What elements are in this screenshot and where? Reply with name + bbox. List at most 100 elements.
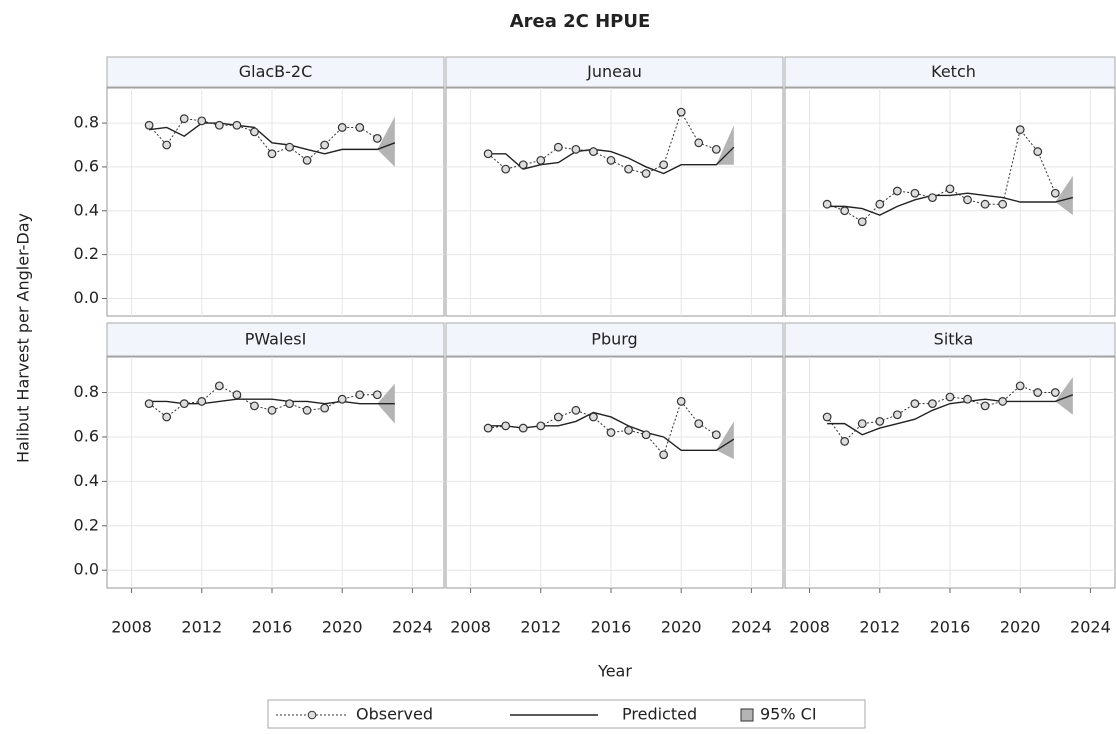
panel-title: PWalesI — [245, 330, 307, 349]
legend-label: 95% CI — [760, 705, 817, 724]
observed-point — [267, 149, 277, 159]
observed-point — [267, 405, 277, 415]
panel-frame — [445, 356, 784, 589]
y-tick-label: 0.0 — [74, 560, 99, 579]
observed-point — [676, 397, 686, 406]
observed-point — [711, 430, 721, 440]
observed-point — [285, 399, 294, 409]
observed-point — [179, 114, 189, 124]
x-tick-label: 2024 — [731, 618, 772, 637]
observed-point — [337, 394, 347, 404]
observed-point — [659, 450, 669, 460]
panel-title: Sitka — [934, 330, 974, 349]
observed-point — [518, 423, 528, 433]
observed-point — [144, 120, 154, 130]
observed-point — [483, 149, 493, 159]
observed-point — [1033, 147, 1043, 156]
observed-point — [214, 120, 224, 130]
y-tick-label: 0.4 — [74, 471, 99, 490]
observed-point — [694, 138, 704, 148]
observed-point — [518, 160, 528, 170]
observed-point — [910, 188, 920, 198]
observed-point — [822, 199, 832, 209]
y-tick-label: 0.0 — [74, 288, 99, 307]
observed-point — [840, 437, 850, 446]
ci-band — [1055, 175, 1073, 216]
ci-band — [716, 421, 734, 460]
observed-point — [320, 403, 330, 413]
observed-point — [162, 140, 172, 150]
ci-band — [716, 125, 734, 165]
observed-point — [928, 193, 937, 203]
observed-point — [302, 405, 312, 415]
observed-point — [857, 217, 867, 227]
observed-point — [232, 390, 242, 400]
observed-point — [606, 155, 616, 165]
x-tick-label: 2020 — [1000, 618, 1041, 637]
observed-point — [928, 399, 937, 409]
observed-point — [676, 107, 686, 117]
x-tick-label: 2020 — [661, 618, 702, 637]
y-tick-label: 0.8 — [74, 113, 99, 132]
panel-header — [445, 322, 784, 357]
observed-point — [1015, 125, 1025, 135]
observed-point — [197, 116, 207, 126]
observed-point — [144, 399, 154, 409]
observed-point — [892, 186, 902, 196]
observed-point — [162, 412, 172, 422]
observed-point — [1015, 381, 1025, 391]
x-tick-label: 2024 — [392, 618, 433, 637]
x-tick-label: 2012 — [520, 618, 561, 637]
observed-point — [641, 430, 651, 440]
observed-point — [197, 397, 207, 406]
observed-point — [980, 199, 990, 209]
legend-label: Observed — [356, 705, 433, 724]
x-tick-label: 2008 — [111, 618, 152, 637]
y-tick-label: 0.2 — [74, 244, 99, 263]
observed-point — [589, 147, 598, 156]
y-tick-label: 0.2 — [74, 515, 99, 534]
observed-point — [606, 428, 616, 437]
panel-frame — [445, 87, 784, 317]
panel-frame — [106, 87, 445, 317]
observed-point — [302, 155, 312, 165]
observed-point — [641, 169, 651, 178]
observed-point — [571, 405, 581, 415]
observed-point — [822, 412, 832, 422]
y-tick-label: 0.6 — [74, 426, 99, 445]
observed-point — [624, 164, 633, 174]
observed-point — [355, 123, 365, 132]
observed-point — [875, 199, 885, 209]
observed-point — [179, 399, 189, 409]
chart-title: Area 2C HPUE — [510, 11, 651, 32]
observed-point — [355, 390, 365, 400]
predicted-line — [827, 394, 1074, 436]
observed-point — [694, 419, 704, 429]
observed-point — [963, 394, 972, 404]
observed-line — [826, 128, 1056, 223]
observed-point — [659, 160, 669, 170]
observed-point — [980, 401, 990, 411]
observed-point — [553, 142, 563, 152]
observed-point — [589, 412, 598, 422]
x-tick-label: 2020 — [322, 618, 363, 637]
y-tick-label: 0.6 — [74, 156, 99, 175]
ci-band — [1055, 376, 1073, 415]
legend-observed-marker — [307, 710, 317, 720]
ci-band — [377, 116, 395, 167]
panel-header — [106, 56, 445, 88]
observed-point — [857, 419, 867, 429]
observed-point — [372, 134, 382, 143]
observed-point — [501, 164, 511, 174]
observed-point — [892, 410, 902, 420]
panel-header — [106, 322, 445, 357]
observed-point — [840, 206, 850, 216]
observed-point — [998, 199, 1008, 209]
x-tick-label: 2012 — [859, 618, 900, 637]
observed-point — [1050, 188, 1060, 198]
x-tick-label: 2016 — [930, 618, 971, 637]
observed-point — [571, 144, 581, 154]
panel-title: Pburg — [591, 330, 637, 349]
observed-point — [945, 392, 955, 402]
